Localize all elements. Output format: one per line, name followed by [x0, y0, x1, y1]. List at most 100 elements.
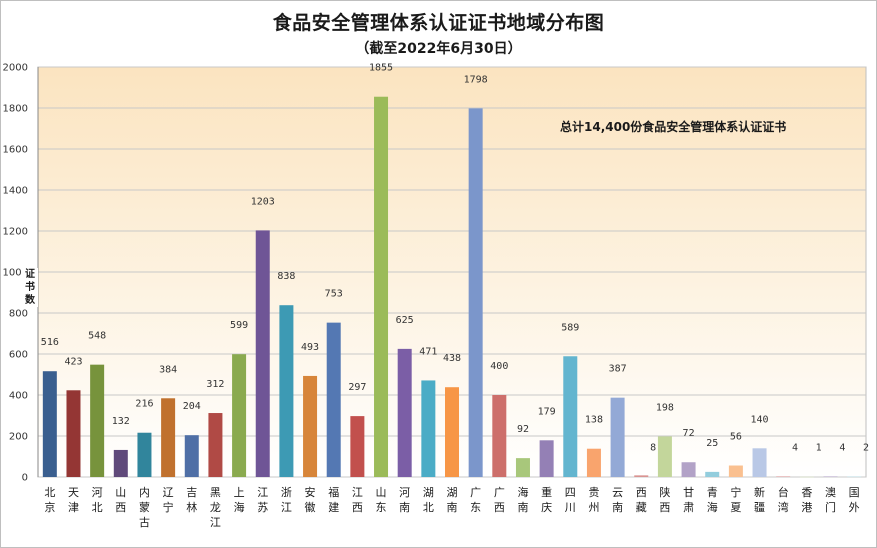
data-label-吉林: 204 [183, 401, 201, 412]
x-tick-label: 香港 [801, 486, 812, 514]
data-label-海南: 92 [517, 424, 529, 435]
data-label-广东: 1798 [464, 74, 488, 85]
y-tick-label: 0 [22, 473, 28, 484]
data-label-澳门: 4 [839, 442, 845, 453]
total-annotation: 总计14,400份食品安全管理体系认证证书 [560, 120, 787, 134]
bars [42, 96, 862, 478]
bar-澳门 [823, 476, 838, 477]
bar-山东 [374, 96, 389, 477]
bar-浙江 [279, 305, 294, 477]
bar-四川 [563, 356, 578, 477]
x-tick-label: 内蒙古 [139, 485, 150, 529]
data-labels: 516 423 548 132 216 384 204 312 599 1203 838 493 753… [41, 63, 869, 454]
x-tick-label: 辽宁 [163, 486, 174, 514]
x-tick-label: 安徽 [305, 485, 316, 514]
data-label-云南: 387 [609, 364, 627, 375]
bar-甘肃 [681, 462, 696, 477]
data-label-国外: 2 [863, 442, 869, 453]
bar-河北 [90, 364, 105, 477]
data-label-陕西: 198 [656, 402, 674, 413]
data-label-安徽: 493 [301, 342, 319, 353]
data-label-台湾: 4 [792, 442, 798, 453]
x-tick-label: 吉林 [186, 486, 197, 514]
chart-title: 食品安全管理体系认证证书地域分布图 [272, 12, 605, 34]
data-label-贵州: 138 [585, 415, 603, 426]
y-tick-label: 1600 [3, 145, 28, 156]
bar-上海 [232, 354, 247, 477]
x-tick-label: 河北 [92, 486, 103, 514]
bar-青海 [705, 471, 720, 477]
bar-天津 [66, 390, 81, 477]
x-tick-label: 江苏 [257, 486, 268, 514]
bar-陕西 [657, 436, 672, 477]
bar-辽宁 [161, 398, 176, 477]
bar-黑龙江 [208, 413, 223, 477]
bar-贵州 [586, 448, 601, 477]
x-tick-label: 北京 [44, 486, 55, 514]
x-tick-label: 海南 [517, 485, 528, 514]
y-tick-label: 400 [9, 391, 28, 402]
chart-subtitle: （截至2022年6月30日） [355, 41, 522, 57]
x-tick-label: 青海 [707, 486, 718, 514]
x-tick-label: 陕西 [659, 485, 670, 514]
bar-新疆 [752, 448, 767, 477]
data-label-上海: 599 [230, 320, 248, 331]
data-label-河北: 548 [88, 331, 106, 342]
bar-安徽 [303, 375, 318, 477]
data-label-江西: 297 [348, 382, 366, 393]
x-tick-label: 上海 [234, 486, 245, 514]
x-tick-label: 广西 [494, 486, 505, 514]
bar-河南 [397, 348, 412, 477]
x-tick-label: 福建 [328, 485, 339, 514]
x-tick-label: 国外 [849, 486, 860, 514]
x-tick-label: 澳门 [825, 486, 836, 514]
data-label-内蒙古: 216 [135, 399, 153, 410]
x-tick-label: 河南 [399, 486, 410, 514]
bar-国外 [847, 476, 862, 478]
x-tick-label: 江西 [352, 486, 363, 514]
data-label-广西: 400 [490, 361, 508, 372]
data-label-四川: 589 [561, 322, 579, 333]
data-label-黑龙江: 312 [206, 379, 224, 390]
bar-福建 [326, 322, 341, 477]
x-tick-label: 新疆 [754, 485, 765, 514]
bar-西藏 [634, 475, 649, 477]
x-tick-label: 黑龙江 [210, 486, 221, 529]
data-label-北京: 516 [41, 337, 59, 348]
x-tick-label: 云南 [612, 486, 623, 514]
x-tick-label: 贵州 [588, 486, 599, 514]
data-label-香港: 1 [816, 442, 822, 453]
data-label-山西: 132 [112, 416, 130, 427]
y-axis-label: 证书数 [22, 268, 38, 307]
bar-广东 [468, 108, 483, 477]
data-label-甘肃: 72 [683, 428, 695, 439]
bar-香港 [799, 476, 814, 478]
x-tick-label: 重庆 [541, 485, 552, 514]
bar-重庆 [539, 440, 554, 477]
y-tick-label: 1800 [3, 104, 28, 115]
bar-湖南 [445, 387, 459, 477]
bar-山西 [113, 449, 128, 477]
data-label-辽宁: 384 [159, 364, 177, 375]
bar-云南 [610, 397, 625, 477]
data-label-青海: 25 [706, 438, 718, 449]
data-label-山东: 1855 [369, 63, 393, 74]
bar-海南 [515, 458, 530, 477]
data-label-福建: 753 [325, 289, 343, 300]
data-label-江苏: 1203 [251, 196, 275, 207]
x-tick-label: 四川 [565, 486, 576, 514]
data-label-西藏: 8 [650, 442, 656, 453]
y-tick-label: 1000 [3, 268, 28, 279]
y-tick-label: 1400 [3, 186, 28, 197]
x-tick-label: 山东 [376, 486, 387, 514]
x-tick-label: 天津 [68, 486, 79, 514]
bar-北京 [42, 371, 57, 477]
x-tick-label: 浙江 [281, 486, 292, 514]
x-tick-label: 湖北 [423, 486, 434, 514]
bar-广西 [492, 395, 507, 477]
data-label-湖北: 471 [419, 346, 437, 357]
bar-台湾 [776, 476, 791, 477]
bar-湖北 [421, 380, 436, 477]
